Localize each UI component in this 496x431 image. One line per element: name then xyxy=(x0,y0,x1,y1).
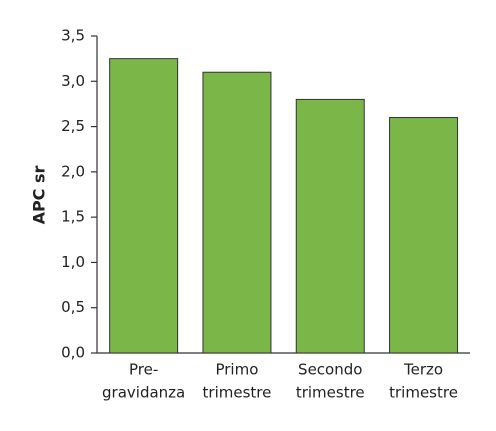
y-axis-label: APC sr xyxy=(30,165,49,224)
bar xyxy=(295,98,365,354)
x-tick-label: Primo xyxy=(215,361,258,379)
y-tick-label: 1,0 xyxy=(61,253,85,271)
bar xyxy=(389,117,459,354)
x-tick-label: Secondo xyxy=(298,361,362,379)
bar xyxy=(109,58,179,354)
x-tick-label: Pre- xyxy=(129,361,158,379)
x-tick-label: trimestre xyxy=(296,384,365,402)
x-tick-label: Terzo xyxy=(403,361,443,379)
y-tick-label: 1,5 xyxy=(61,208,85,226)
y-tick-label: 2,0 xyxy=(61,162,85,180)
y-tick-label: 2,5 xyxy=(61,117,85,135)
x-tick-label: trimestre xyxy=(203,384,272,402)
y-tick-label: 0,0 xyxy=(61,344,85,362)
x-tick-label: gravidanza xyxy=(102,384,185,402)
bar xyxy=(202,71,272,354)
x-tick-label: trimestre xyxy=(389,384,458,402)
y-tick-label: 0,5 xyxy=(61,298,85,316)
y-tick-label: 3,0 xyxy=(61,72,85,90)
y-tick-label: 3,5 xyxy=(61,27,85,45)
